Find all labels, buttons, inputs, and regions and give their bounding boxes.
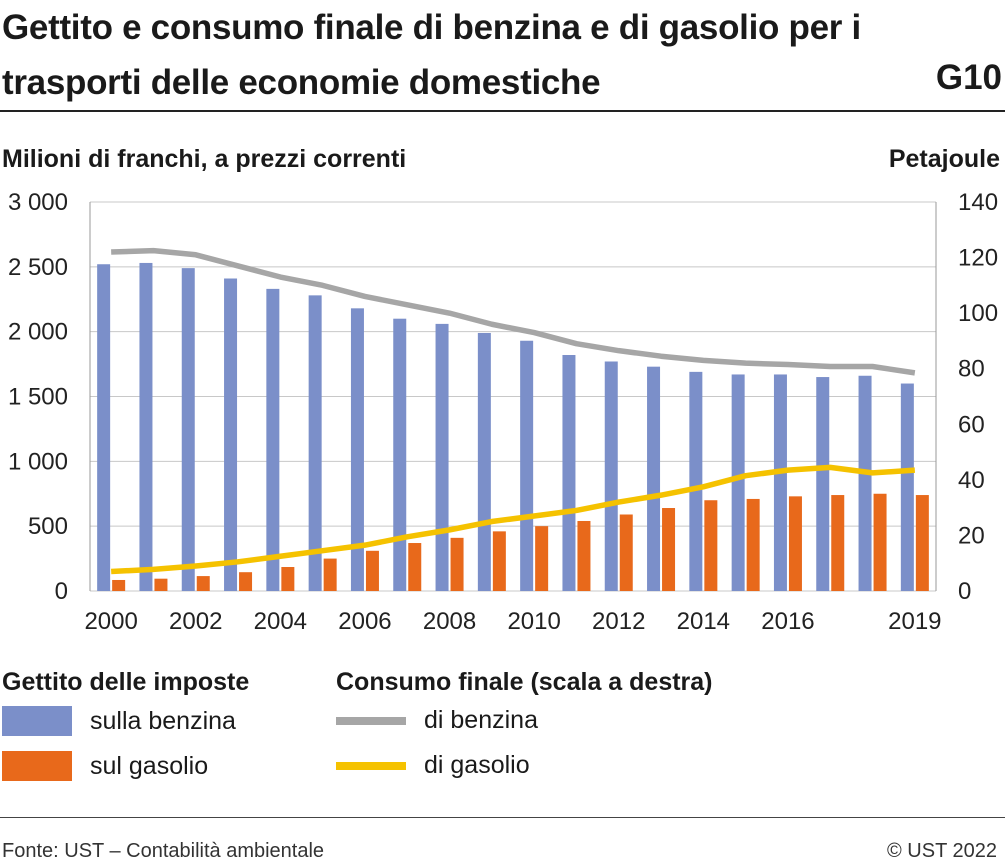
bar-benzina [647,366,661,591]
x-tick-label: 2012 [592,608,645,635]
x-tick-label: 2010 [507,608,560,635]
bar-benzina [308,295,322,591]
legend-swatch-benzina-bar [2,706,72,736]
y-left-tick-label: 2 500 [8,254,68,281]
bar-gasolio [365,550,379,591]
legend-bars-title: Gettito delle imposte [2,668,250,696]
bar-benzina [731,374,745,591]
y-left-tick-label: 3 000 [8,189,68,216]
y-left-tick-label: 0 [55,578,68,605]
bar-benzina [604,361,618,591]
bar-benzina [858,375,872,591]
y-right-tick-label: 80 [958,356,985,383]
legend-item-gasolio-line: di gasolio [336,751,530,780]
bar-benzina [139,262,153,591]
x-tick-label: 2019 [888,608,941,635]
y-right-tick-label: 140 [958,189,998,216]
bar-gasolio [323,558,337,591]
legend-item-benzina-bar: sulla benzina [2,706,236,736]
bar-gasolio [281,567,295,591]
y-left-tick-label: 1 000 [8,448,68,475]
x-tick-label: 2004 [254,608,307,635]
legend-swatch-gasolio-line [336,761,406,770]
y-right-tick-label: 0 [958,578,971,605]
footer-divider [0,817,1005,818]
y-left-tick-label: 500 [28,513,68,540]
chart-title: Gettito e consumo finale di benzina e di… [2,8,861,102]
x-tick-label: 2014 [677,608,730,635]
bar-benzina [393,318,407,591]
bar-gasolio [577,520,591,591]
bar-gasolio [112,579,126,591]
bar-benzina [520,340,534,591]
chart-code: G10 [935,58,1002,97]
bar-benzina [224,278,238,591]
copyright-note: © UST 2022 [887,840,997,862]
bar-gasolio [873,493,887,591]
bar-gasolio [704,500,718,591]
bar-benzina [689,371,703,591]
bar-benzina [97,264,111,591]
bar-gasolio [619,514,633,591]
bar-gasolio [915,495,929,591]
y-right-tick-label: 20 [958,522,985,549]
y-right-tick-label: 100 [958,300,998,327]
line-benzina [111,247,916,376]
x-tick-label: 2006 [338,608,391,635]
legend-label-benzina-line: di benzina [424,706,538,734]
x-tick-label: 2016 [761,608,814,635]
legend-item-gasolio-bar: sul gasolio [2,751,208,781]
y-right-tick-label: 120 [958,245,998,272]
bar-gasolio [492,531,506,591]
x-tick-label: 2008 [423,608,476,635]
legend-item-benzina-line: di benzina [336,706,538,735]
legend-swatch-benzina-line [336,716,406,725]
bar-benzina [477,332,491,591]
y-left-tick-label: 1 500 [8,384,68,411]
bar-benzina [816,377,830,591]
bar-benzina [773,374,787,591]
bar-gasolio [746,498,760,591]
legend-label-benzina-bar: sulla benzina [90,706,236,735]
legend-lines-title: Consumo finale (scala a destra) [336,668,713,696]
bar-benzina [266,288,280,591]
y-right-tick-label: 40 [958,467,985,494]
title-divider [0,110,1005,112]
bar-gasolio [196,576,210,591]
legend-swatch-gasolio-bar [2,751,72,781]
x-tick-label: 2000 [84,608,137,635]
legend-label-gasolio-line: di gasolio [424,751,530,779]
source-note: Fonte: UST – Contabilità ambientale [2,840,325,862]
bar-gasolio [154,578,168,591]
chart-canvas: 0 500 1 000 1 500 2 000 2 500 3 000 0 20 40 60 80 10… [8,189,998,635]
bar-benzina [900,383,914,591]
bar-gasolio [450,537,464,591]
bar-gasolio [239,572,253,591]
bar-gasolio [535,526,549,591]
bar-gasolio [408,543,422,591]
y-axis-left-label: Milioni di franchi, a prezzi correnti [2,145,407,173]
bar-benzina [181,268,195,591]
bar-gasolio [788,496,802,591]
line-gasolio [111,464,916,575]
bar-benzina [562,355,576,591]
bar-benzina [435,323,449,591]
x-tick-label: 2002 [169,608,222,635]
y-axis-right-label: Petajoule [888,145,1000,173]
legend-label-gasolio-bar: sul gasolio [90,751,209,780]
y-right-tick-label: 60 [958,411,985,438]
bar-gasolio [831,495,845,591]
bar-benzina [350,308,364,591]
y-left-tick-label: 2 000 [8,319,68,346]
bar-gasolio [662,508,676,591]
